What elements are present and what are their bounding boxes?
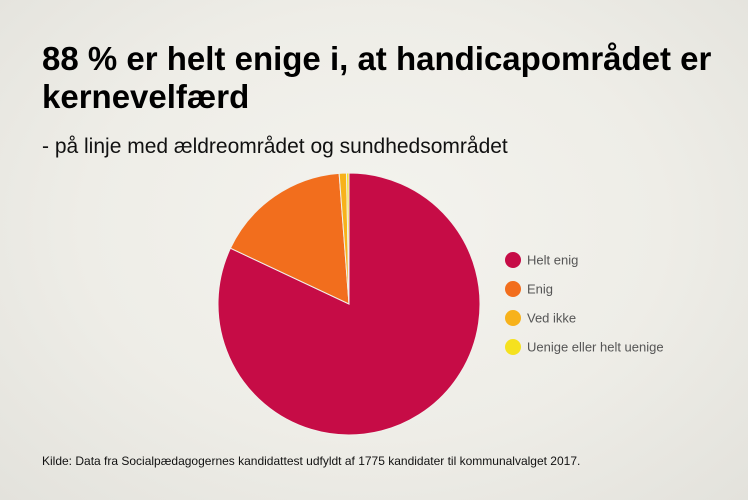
legend-swatch	[505, 281, 521, 297]
legend-item-ved-ikke: Ved ikke	[505, 310, 576, 326]
pie-slice-uenige-eller-helt-uenige	[346, 172, 350, 305]
legend-item-uenige-eller-helt-uenige: Uenige eller helt uenige	[505, 339, 664, 355]
legend-label: Helt enig	[527, 253, 578, 268]
legend-label: Ved ikke	[527, 311, 576, 326]
source-note: Kilde: Data fra Socialpædagogernes kandi…	[42, 454, 581, 468]
legend-swatch	[505, 310, 521, 326]
legend-item-enig: Enig	[505, 281, 553, 297]
legend-label: Enig	[527, 282, 553, 297]
legend-swatch	[505, 339, 521, 355]
legend-label: Uenige eller helt uenige	[527, 340, 664, 355]
legend-item-helt-enig: Helt enig	[505, 252, 578, 268]
pie-slices	[217, 172, 481, 436]
legend-swatch	[505, 252, 521, 268]
pie-slice-enig	[229, 172, 350, 305]
chart-subtitle: - på linje med ældreområdet og sundhedso…	[42, 135, 508, 158]
pie-slice-helt-enig	[217, 172, 481, 436]
chart-legend: Helt enig Enig Ved ikke Uenige eller helt u…	[505, 252, 664, 355]
chart-title: 88 % er helt enige i, at handicapområdet…	[42, 40, 712, 115]
